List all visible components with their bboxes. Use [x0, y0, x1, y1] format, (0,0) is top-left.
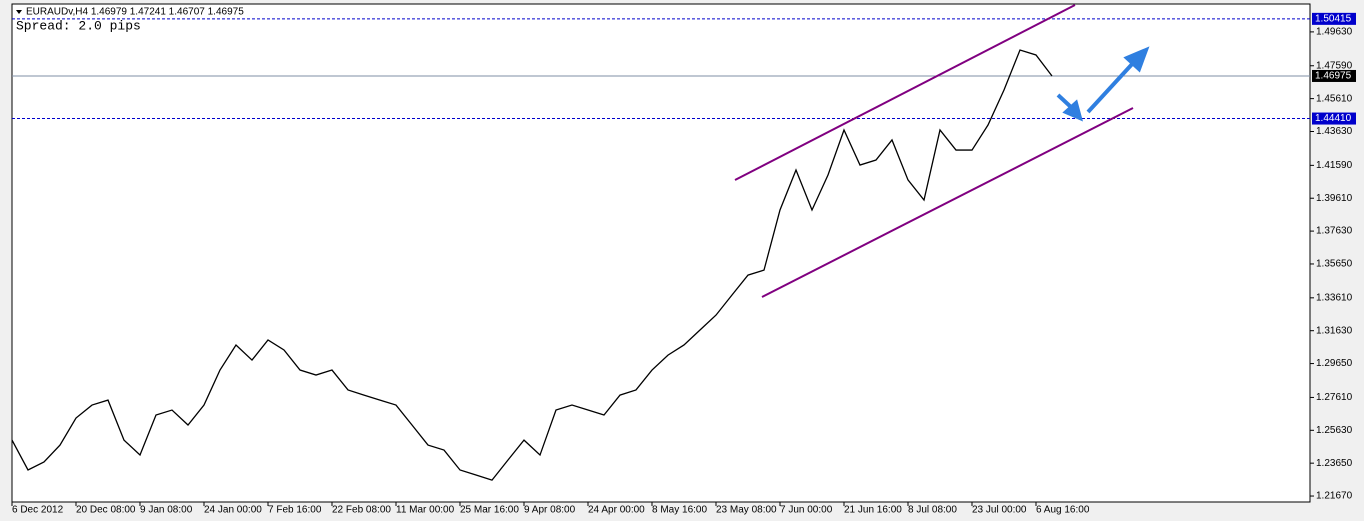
- channel-upper: [734, 4, 1076, 181]
- x-tick-label: 24 Jan 00:00: [204, 505, 262, 516]
- x-tick-label: 8 Jul 08:00: [908, 505, 957, 516]
- x-tick-label: 9 Jan 08:00: [140, 505, 193, 516]
- price-label: 1.44410: [1315, 113, 1352, 124]
- x-tick-label: 11 Mar 00:00: [396, 505, 455, 516]
- price-label-box: [1312, 112, 1356, 125]
- x-tick-label: 24 Apr 00:00: [588, 505, 645, 516]
- y-tick-label: 1.25630: [1316, 425, 1353, 436]
- price-line: [11, 49, 1053, 481]
- y-tick-label: 1.29650: [1316, 358, 1353, 369]
- y-tick-label: 1.23650: [1316, 458, 1353, 469]
- x-tick-label: 23 May 08:00: [716, 505, 777, 516]
- arrow-up: [1086, 60, 1136, 114]
- price-label-box: [1312, 12, 1356, 25]
- price-label: 1.50415: [1315, 14, 1352, 25]
- forecast-arrows: [1056, 46, 1150, 122]
- x-tick-label: 8 May 16:00: [652, 505, 707, 516]
- y-tick-label: 1.21670: [1316, 491, 1353, 502]
- x-tick-label: 6 Aug 16:00: [1036, 505, 1090, 516]
- chart-title: EURAUDv,H4 1.46979 1.47241 1.46707 1.469…: [26, 7, 244, 18]
- y-tick-label: 1.43630: [1316, 126, 1353, 137]
- x-tick-label: 7 Feb 16:00: [268, 505, 322, 516]
- y-tick-label: 1.39610: [1316, 193, 1353, 204]
- y-tick-label: 1.41590: [1316, 160, 1353, 171]
- y-tick-label: 1.37630: [1316, 226, 1353, 237]
- arrow-head: [1123, 46, 1150, 73]
- x-tick-label: 20 Dec 08:00: [76, 505, 136, 516]
- arrow-down: [1056, 93, 1074, 110]
- chart-subtitle: Spread: 2.0 pips: [16, 18, 141, 33]
- x-tick-label: 22 Feb 08:00: [332, 505, 391, 516]
- x-tick-label: 25 Mar 16:00: [460, 505, 519, 516]
- x-tick-label: 7 Jun 00:00: [780, 505, 833, 516]
- channel-lower: [761, 107, 1134, 298]
- y-tick-label: 1.35650: [1316, 259, 1353, 270]
- collapse-icon[interactable]: [16, 10, 22, 14]
- plot-layer: [11, 18, 1310, 481]
- y-tick-label: 1.49630: [1316, 27, 1353, 38]
- price-label: 1.46975: [1315, 71, 1352, 82]
- y-tick-label: 1.47590: [1316, 60, 1353, 71]
- price-label-box: [1312, 69, 1356, 82]
- x-tick-label: 21 Jun 16:00: [844, 505, 902, 516]
- x-tick-label: 6 Dec 2012: [12, 505, 64, 516]
- y-tick-label: 1.45610: [1316, 93, 1353, 104]
- y-tick-label: 1.27610: [1316, 392, 1353, 403]
- x-tick-label: 9 Apr 08:00: [524, 505, 576, 516]
- arrow-head: [1062, 99, 1083, 122]
- y-tick-label: 1.33610: [1316, 292, 1353, 303]
- y-tick-label: 1.31630: [1316, 325, 1353, 336]
- plot-area: [11, 3, 1311, 503]
- x-tick-label: 23 Jul 00:00: [972, 505, 1027, 516]
